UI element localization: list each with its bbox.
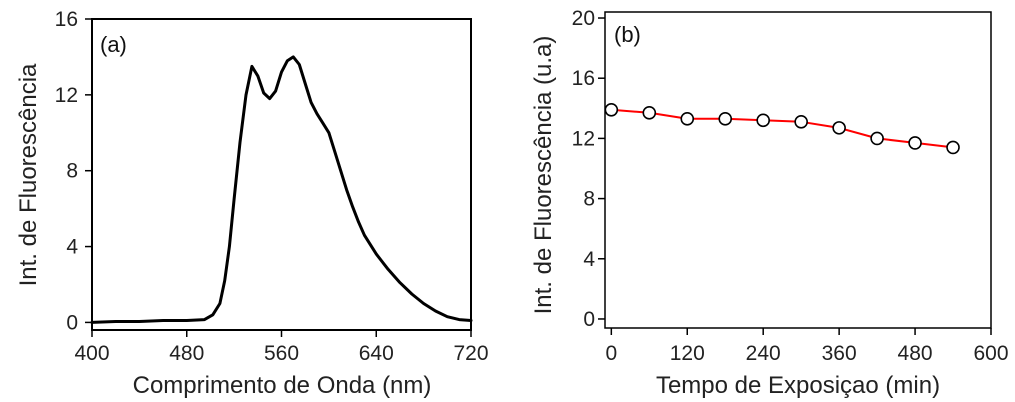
panel-a-chart: (a) 400 480 560 640 720 0 4 8 12 16 Comprimento … (15, 8, 489, 399)
y-tick-label: 4 (66, 236, 78, 259)
panel-a-series (90, 55, 473, 324)
x-tick-label: 600 (973, 342, 1008, 365)
x-tick-label: 120 (670, 342, 705, 365)
panel-a-y-axis-title: Int. de Fluorescência (15, 63, 42, 286)
panel-a-label: (a) (100, 32, 127, 57)
x-tick-label: 240 (746, 342, 781, 365)
data-point (832, 121, 846, 135)
data-point (946, 140, 960, 155)
y-tick-label: 0 (66, 311, 78, 334)
data-point (642, 106, 657, 120)
data-point (908, 136, 922, 150)
panel-b-x-ticks: 0 120 240 360 480 600 (605, 328, 1009, 365)
y-tick-label: 0 (583, 308, 595, 331)
panel-b-series (604, 103, 960, 155)
panel-b-label: (b) (614, 22, 641, 47)
x-tick-label: 640 (359, 342, 394, 365)
y-tick-label: 8 (66, 160, 78, 183)
y-tick-label: 8 (583, 188, 595, 211)
x-tick-label: 560 (264, 342, 299, 365)
panel-b-y-ticks: 0 4 8 12 16 20 (572, 7, 605, 331)
x-tick-label: 720 (453, 342, 488, 365)
y-tick-label: 16 (572, 67, 595, 90)
panel-b-chart: (b) 0 120 240 360 480 600 0 4 8 12 16 20 Tempo de … (530, 7, 1009, 399)
data-point (604, 103, 619, 117)
data-point (870, 131, 884, 146)
data-point (756, 113, 770, 128)
x-tick-label: 360 (822, 342, 857, 365)
data-point (718, 112, 733, 126)
y-tick-label: 4 (583, 248, 595, 271)
data-point (794, 115, 808, 129)
y-tick-label: 12 (55, 84, 78, 107)
panel-b-x-axis-title: Tempo de Exposiçao (min) (656, 372, 940, 399)
data-point (680, 112, 695, 126)
y-tick-label: 12 (572, 127, 595, 150)
y-tick-label: 16 (55, 8, 78, 31)
x-tick-label: 0 (605, 342, 617, 365)
panel-b-y-axis-title: Int. de Fluorescência (u.a) (530, 36, 557, 315)
panel-a-plot-frame (91, 18, 472, 331)
x-tick-label: 480 (169, 342, 204, 365)
panel-b-plot-frame (604, 11, 992, 329)
panel-a-x-axis-title: Comprimento de Onda (nm) (133, 372, 432, 399)
y-tick-label: 20 (572, 7, 595, 30)
x-tick-label: 400 (74, 342, 109, 365)
panel-a-y-ticks: 0 4 8 12 16 (55, 8, 92, 334)
series-line (90, 55, 473, 324)
x-tick-label: 480 (898, 342, 933, 365)
series-line (610, 108, 954, 149)
panel-a-x-ticks: 400 480 560 640 720 (74, 330, 489, 365)
